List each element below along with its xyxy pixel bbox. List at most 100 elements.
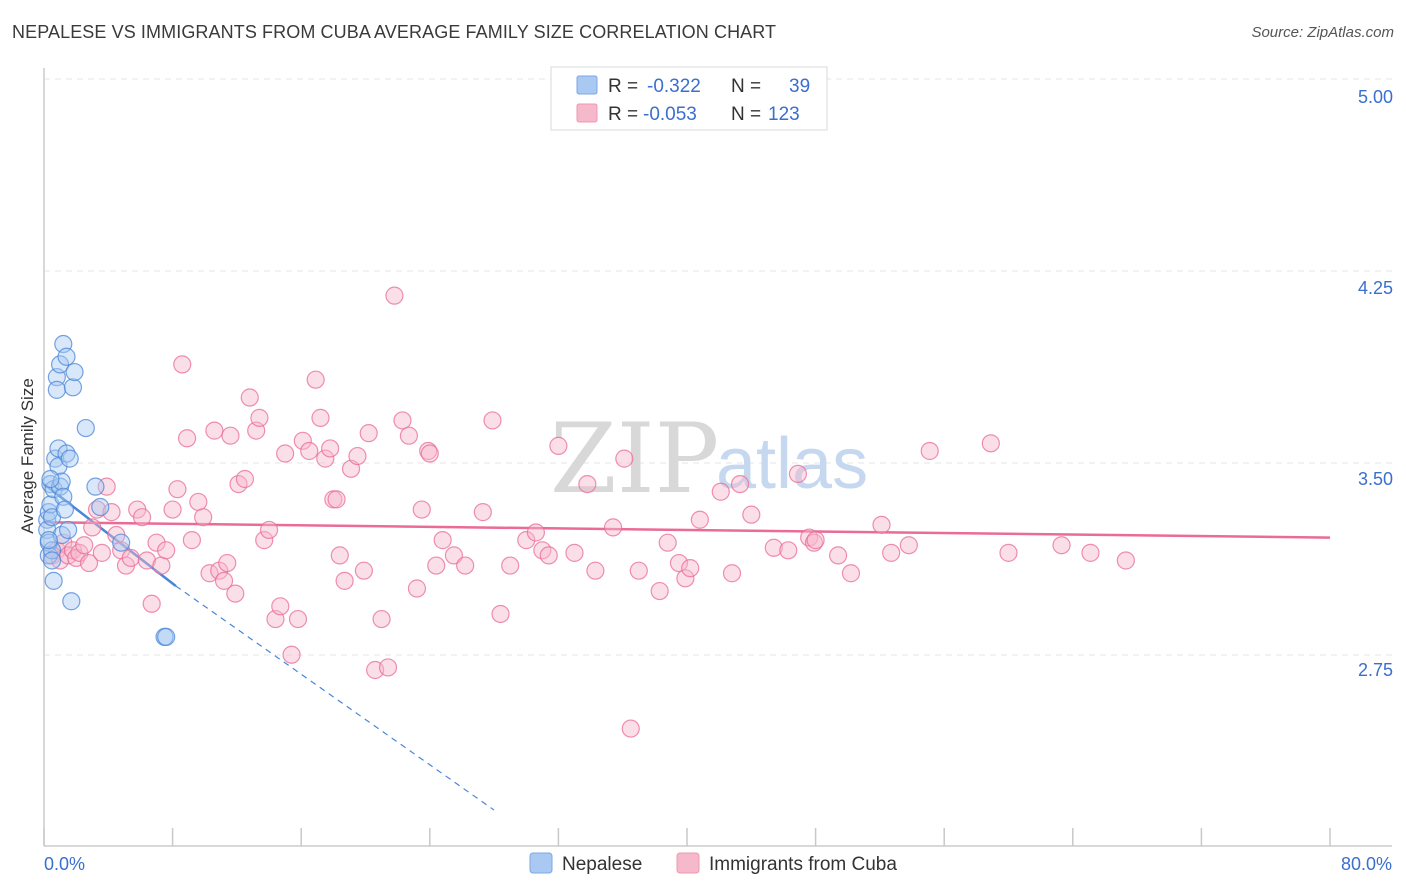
data-point (872, 515, 891, 534)
data-point (1116, 551, 1135, 570)
data-point (42, 551, 62, 570)
data-point (899, 536, 918, 555)
watermark-atlas: atlas (716, 424, 868, 504)
source-credit: Source: ZipAtlas.com (1251, 24, 1394, 41)
data-point (420, 444, 439, 463)
data-point (218, 553, 237, 573)
series-swatch-cuba (676, 852, 700, 874)
data-point (456, 556, 475, 575)
data-point (102, 503, 121, 522)
data-point (615, 449, 634, 468)
legend-r-value-nepalese: -0.322 (647, 76, 701, 97)
data-point (779, 541, 798, 560)
data-point (112, 533, 131, 552)
data-point (565, 543, 584, 562)
data-point (981, 434, 1000, 453)
data-point (730, 474, 750, 494)
data-point (385, 286, 404, 305)
data-point (300, 441, 319, 461)
data-point (330, 546, 349, 565)
data-point (44, 571, 63, 590)
data-points (38, 286, 1135, 738)
data-point (517, 531, 536, 550)
y-axis-title: Average Family Size (18, 378, 37, 534)
data-point (282, 645, 301, 664)
data-point (57, 444, 76, 463)
data-point (142, 594, 161, 613)
data-point (168, 480, 187, 499)
series-label-cuba: Immigrants from Cuba (709, 854, 897, 875)
data-point (427, 556, 446, 575)
data-point (76, 418, 95, 438)
watermark-zip: ZIP (550, 403, 719, 515)
data-point (788, 464, 808, 484)
data-point (742, 505, 761, 524)
data-point (75, 536, 94, 555)
data-point (52, 472, 71, 491)
stats-legend: R = -0.322 N = 39 R = -0.053 N = 123 (550, 66, 828, 131)
series-swatch-nepalese (529, 852, 553, 874)
data-point (586, 561, 605, 580)
data-point (39, 546, 58, 565)
data-point (669, 553, 689, 573)
data-point (59, 520, 78, 540)
data-point (92, 543, 111, 562)
data-point (121, 548, 140, 568)
data-point (163, 500, 182, 519)
data-point (288, 609, 308, 629)
data-point (255, 531, 274, 550)
data-point (621, 719, 640, 738)
legend-n-value-cuba: 123 (768, 104, 800, 125)
data-point (152, 556, 171, 575)
data-point (65, 362, 84, 382)
data-point (137, 551, 156, 570)
data-point (235, 469, 255, 489)
data-point (354, 561, 373, 580)
data-point (722, 564, 742, 583)
trend-line (43, 521, 1331, 539)
x-ticks (43, 828, 1331, 846)
data-point (306, 370, 325, 389)
data-point (764, 538, 783, 557)
data-point (549, 436, 568, 455)
data-point (194, 508, 213, 527)
data-point (539, 546, 558, 565)
data-point (147, 533, 166, 552)
data-point (214, 571, 234, 590)
data-point (182, 531, 201, 550)
data-point (47, 380, 66, 399)
data-point (483, 411, 502, 430)
data-point (578, 474, 597, 494)
data-point (83, 518, 102, 537)
data-point (690, 510, 709, 529)
data-point (38, 510, 57, 529)
data-point (882, 543, 901, 562)
data-point (132, 508, 152, 527)
data-point (501, 556, 520, 575)
data-point (1052, 536, 1071, 555)
data-point (240, 388, 259, 407)
data-point (39, 531, 58, 550)
watermark: ZIP atlas (550, 403, 868, 515)
data-point (87, 500, 107, 519)
data-point (491, 604, 510, 624)
y-tick-label: 5.00 (1358, 87, 1393, 107)
data-point (335, 571, 354, 590)
data-point (372, 609, 391, 629)
data-point (205, 421, 224, 440)
data-point (526, 523, 545, 542)
y-tick-labels: 2.75 3.50 4.25 5.00 (1358, 87, 1393, 680)
data-point (711, 482, 730, 501)
data-point (41, 469, 60, 489)
y-tick-label: 2.75 (1358, 660, 1393, 680)
data-point (650, 581, 669, 601)
legend-n-value-nepalese: 39 (789, 76, 810, 97)
data-point (393, 411, 412, 430)
x-tick-label-max: 80.0% (1341, 854, 1392, 874)
data-point (79, 553, 99, 573)
data-point (221, 426, 240, 445)
data-point (63, 378, 83, 397)
data-point (603, 518, 623, 537)
data-point (189, 492, 208, 512)
